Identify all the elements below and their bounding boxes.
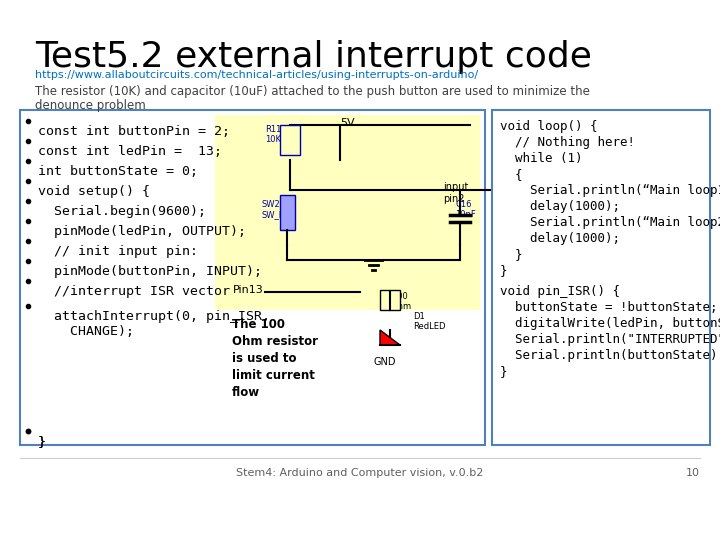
Text: 100
Ohm: 100 Ohm [392, 292, 412, 312]
Text: delay(1000);: delay(1000); [500, 232, 620, 245]
Text: SW2
SW_PR: SW2 SW_PR [262, 200, 291, 219]
Text: delay(1000);: delay(1000); [500, 200, 620, 213]
Text: GND: GND [373, 357, 395, 367]
FancyBboxPatch shape [280, 125, 300, 155]
Text: }: } [38, 435, 46, 448]
Text: Stem4: Arduino and Computer vision, v.0.b2: Stem4: Arduino and Computer vision, v.0.… [236, 468, 484, 478]
Text: //interrupt ISR vector: //interrupt ISR vector [38, 285, 230, 298]
Text: digitalWrite(ledPin, buttonState);: digitalWrite(ledPin, buttonState); [500, 317, 720, 330]
Text: }: } [500, 365, 508, 378]
Text: const int buttonPin = 2;: const int buttonPin = 2; [38, 125, 230, 138]
Text: https://www.allaboutcircuits.com/technical-articles/using-interrupts-on-arduino/: https://www.allaboutcircuits.com/technic… [35, 70, 478, 80]
Text: D1
RedLED: D1 RedLED [413, 312, 446, 332]
FancyBboxPatch shape [280, 195, 295, 230]
Text: R11
10K: R11 10K [265, 125, 282, 144]
Text: The resistor (10K) and capacitor (10uF) attached to the push button are used to : The resistor (10K) and capacitor (10uF) … [35, 85, 590, 98]
Text: Serial.println(buttonState);: Serial.println(buttonState); [500, 349, 720, 362]
Text: Serial.println(“Main loop2”);: Serial.println(“Main loop2”); [500, 216, 720, 229]
Text: void setup() {: void setup() { [38, 185, 150, 198]
Text: Serial.println(“Main loop1”);: Serial.println(“Main loop1”); [500, 184, 720, 197]
FancyBboxPatch shape [492, 110, 710, 445]
Text: Test5.2 external interrupt code: Test5.2 external interrupt code [35, 40, 592, 74]
FancyBboxPatch shape [20, 110, 485, 445]
Text: denounce problem: denounce problem [35, 99, 145, 112]
Text: const int ledPin =  13;: const int ledPin = 13; [38, 145, 222, 158]
Text: void pin_ISR() {: void pin_ISR() { [500, 285, 620, 298]
Text: The 100
Ohm resistor
is used to
limit current
flow: The 100 Ohm resistor is used to limit cu… [232, 318, 318, 399]
Text: attachInterrupt(0, pin_ISR,
    CHANGE);: attachInterrupt(0, pin_ISR, CHANGE); [38, 310, 270, 338]
Text: }: } [38, 435, 46, 448]
Text: 10: 10 [686, 468, 700, 478]
FancyBboxPatch shape [215, 115, 480, 310]
Text: Serial.println("INTERRUPTED");: Serial.println("INTERRUPTED"); [500, 333, 720, 346]
Text: Serial.begin(9600);: Serial.begin(9600); [38, 205, 206, 218]
Text: 5V: 5V [340, 118, 355, 128]
Text: int buttonState = 0;: int buttonState = 0; [38, 165, 198, 178]
FancyBboxPatch shape [380, 290, 400, 310]
Text: pinMode(buttonPin, INPUT);: pinMode(buttonPin, INPUT); [38, 265, 262, 278]
Text: }: } [500, 248, 523, 261]
Text: pinMode(ledPin, OUTPUT);: pinMode(ledPin, OUTPUT); [38, 225, 246, 238]
Text: // init input pin:: // init input pin: [38, 245, 198, 258]
Text: // Nothing here!: // Nothing here! [500, 136, 635, 149]
Text: }: } [500, 264, 508, 277]
Polygon shape [380, 330, 400, 345]
Text: {: { [500, 168, 523, 181]
Text: buttonState = !buttonState;: buttonState = !buttonState; [500, 301, 718, 314]
Text: input
pin2: input pin2 [443, 182, 469, 204]
Text: C16
10nF: C16 10nF [455, 200, 476, 219]
Text: Pin13: Pin13 [233, 285, 264, 295]
Text: while (1): while (1) [500, 152, 582, 165]
Text: void loop() {: void loop() { [500, 120, 598, 133]
